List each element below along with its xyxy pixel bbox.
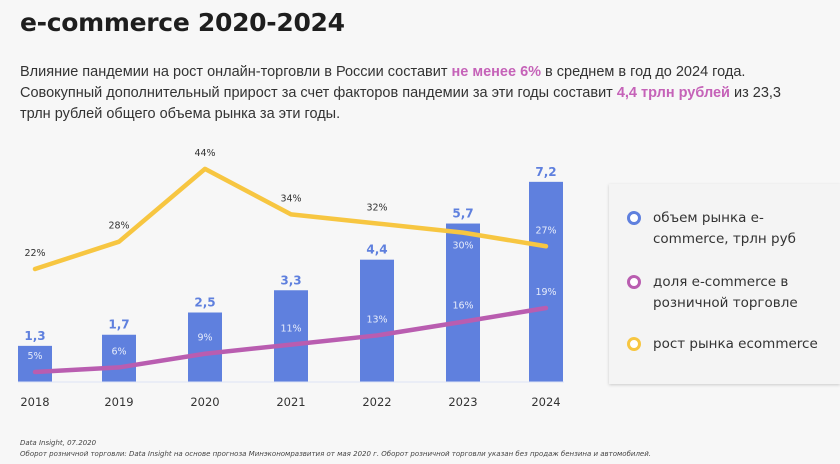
footnotes: Data Insight, 07.2020 Оборот розничной т… xyxy=(20,438,651,460)
legend-dot-icon xyxy=(627,337,641,351)
legend-label: рост рынка ecommerce xyxy=(653,336,818,352)
x-tick-label: 2021 xyxy=(276,395,305,409)
legend-item-growth: рост рынка ecommerce xyxy=(627,334,837,355)
bar-value-label: 4,4 xyxy=(366,243,387,257)
legend-label: доля e-commerce в розничной торговле xyxy=(653,274,798,311)
x-tick-label: 2019 xyxy=(104,395,133,409)
share-point-label: 13% xyxy=(366,314,387,325)
share-point-label: 9% xyxy=(197,333,212,344)
intro-text: Влияние пандемии на рост онлайн-торговли… xyxy=(20,64,452,80)
chart: 1,3 1,7 2,5 3,3 4,4 5,7 7,2 2018 2019 2020 2021 202… xyxy=(18,148,564,409)
highlight-text: 4,4 трлн рублей xyxy=(616,85,730,101)
bar xyxy=(18,345,52,382)
growth-point-label: 44% xyxy=(194,148,215,159)
legend-dot-icon xyxy=(627,275,641,289)
share-point-label: 16% xyxy=(452,301,473,312)
legend-item-volume: объем рынка e-commerce, трлн руб xyxy=(627,208,827,250)
growth-point-label: 34% xyxy=(280,193,301,204)
share-point-label: 19% xyxy=(535,287,556,298)
bar-value-label: 1,7 xyxy=(108,318,129,332)
growth-point-label: 28% xyxy=(108,221,129,232)
share-line xyxy=(32,305,549,375)
intro-text: из 23,3 трлн рублей общего объема рынка … xyxy=(20,85,781,122)
legend-dot-icon xyxy=(627,211,641,225)
bar xyxy=(529,181,563,382)
bar xyxy=(102,334,136,382)
bar xyxy=(274,290,308,382)
detail-note: Оборот розничной торговли: Data Insight … xyxy=(20,450,652,458)
growth-line xyxy=(32,166,549,272)
legend-item-share: доля e-commerce в розничной торговле xyxy=(627,272,807,314)
source-note: Data Insight, 07.2020 xyxy=(20,439,97,447)
growth-point-label: 30% xyxy=(452,241,473,252)
legend: объем рынка e-commerce, трлн руб доля e-… xyxy=(609,184,840,384)
bar-value-label: 1,3 xyxy=(24,329,45,343)
share-point-label: 6% xyxy=(111,346,126,357)
bar xyxy=(446,223,480,382)
bar-value-label: 2,5 xyxy=(194,296,215,310)
share-point-label: 11% xyxy=(280,324,301,335)
bar-value-label: 3,3 xyxy=(280,273,301,287)
share-point-label: 5% xyxy=(27,351,42,362)
bar xyxy=(188,312,222,382)
legend-label: объем рынка e-commerce, трлн руб xyxy=(653,210,796,247)
intro-paragraph: Влияние пандемии на рост онлайн-торговли… xyxy=(20,62,810,125)
growth-point-label: 32% xyxy=(366,203,387,214)
x-tick-label: 2022 xyxy=(362,395,391,409)
intro-text: в среднем в год до 2024 года. Совокупный… xyxy=(20,64,746,101)
x-tick-label: 2023 xyxy=(448,395,477,409)
bar-value-label: 7,2 xyxy=(535,165,556,179)
highlight-text: не менее 6% xyxy=(451,64,542,80)
x-tick-label: 2020 xyxy=(190,395,219,409)
bar xyxy=(360,259,394,382)
growth-point-label: 27% xyxy=(535,225,556,236)
page-title: e-commerce 2020-2024 xyxy=(20,8,345,37)
x-tick-label: 2024 xyxy=(531,395,560,409)
bar-value-label: 5,7 xyxy=(452,207,473,221)
growth-point-label: 22% xyxy=(24,248,45,259)
x-tick-label: 2018 xyxy=(20,395,49,409)
